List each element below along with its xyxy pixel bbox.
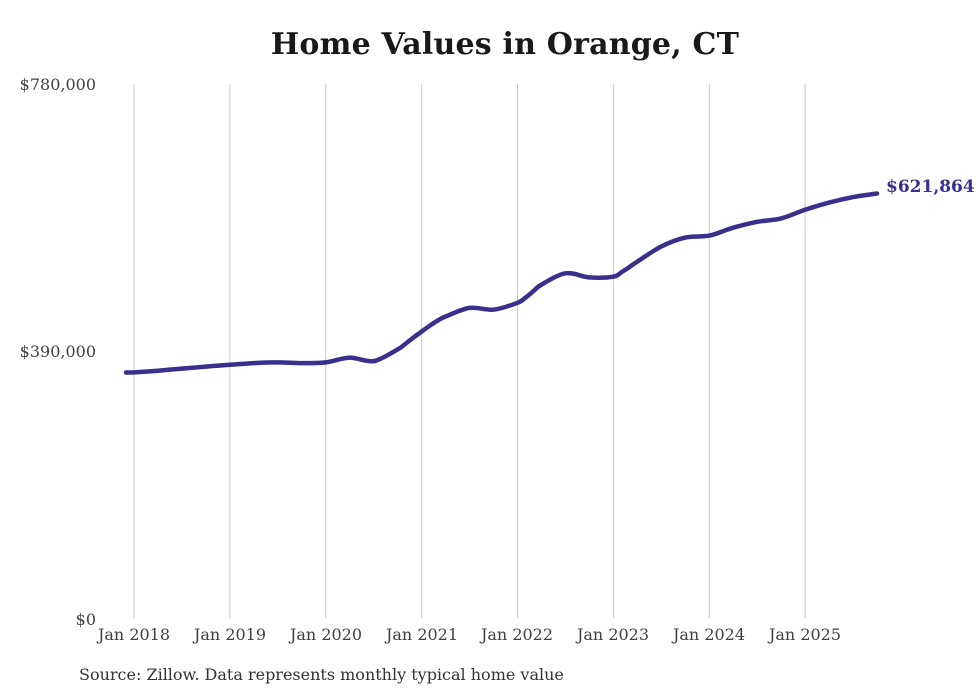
source-note: Source: Zillow. Data represents monthly …: [79, 665, 564, 684]
x-axis-tick-label: Jan 2021: [385, 625, 459, 644]
x-axis-tick-label: Jan 2025: [768, 625, 842, 644]
x-axis-tick-label: Jan 2022: [480, 625, 554, 644]
home-value-line: [123, 191, 880, 375]
x-axis-tick-label: Jan 2018: [97, 625, 171, 644]
x-axis-tick-label: Jan 2020: [289, 625, 363, 644]
y-axis-tick-label: $390,000: [19, 342, 96, 361]
x-axis-tick-label: Jan 2023: [576, 625, 650, 644]
x-axis-tick-label: Jan 2019: [193, 625, 267, 644]
y-axis-tick-label: $780,000: [19, 75, 96, 94]
chart-title: Home Values in Orange, CT: [270, 27, 740, 62]
latest-value-label: $621,864: [886, 177, 975, 197]
x-axis-tick-label: Jan 2024: [672, 625, 746, 644]
y-axis-tick-label: $0: [75, 610, 96, 629]
